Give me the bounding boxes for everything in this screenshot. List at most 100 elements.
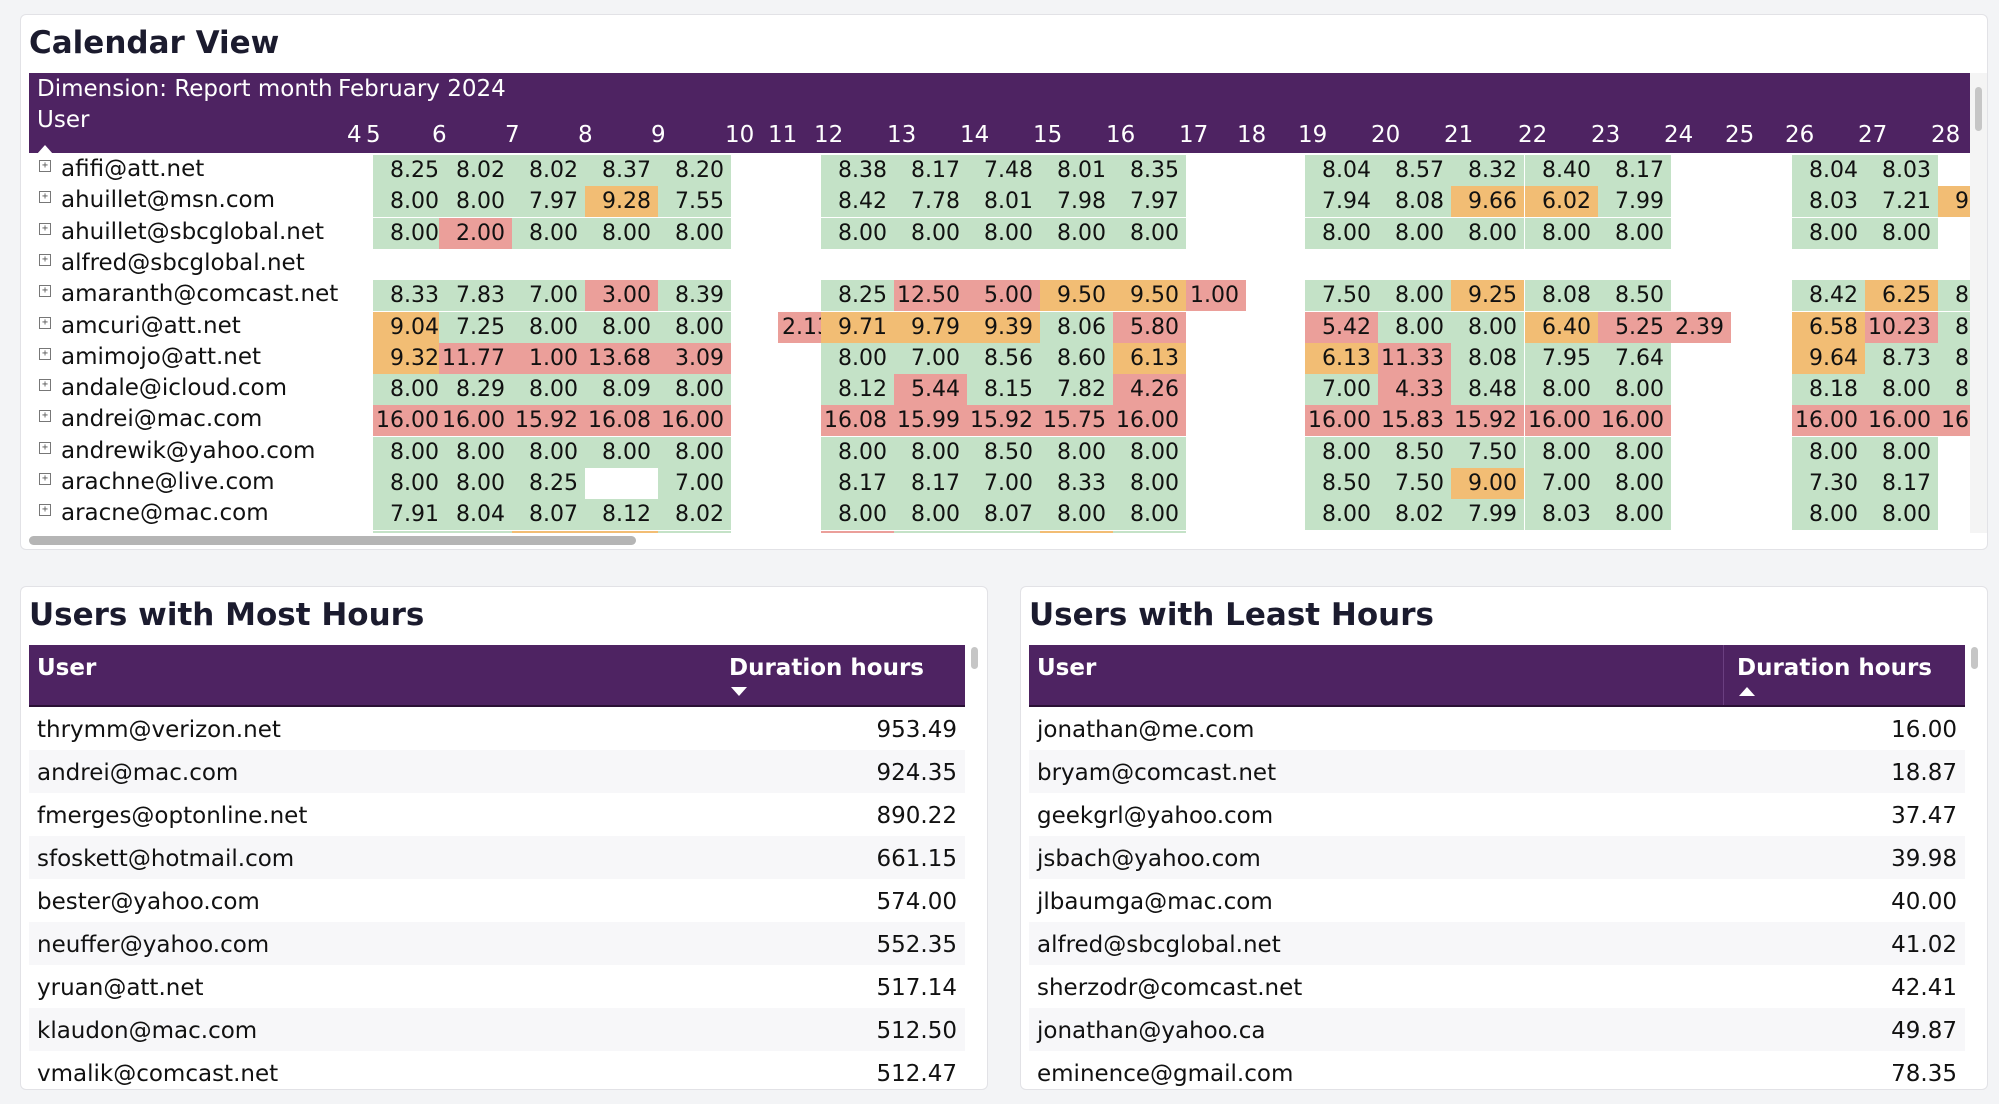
- hours-cell[interactable]: 8.00: [1305, 217, 1378, 249]
- hours-cell[interactable]: 8.07: [512, 499, 585, 531]
- scrollbar-thumb[interactable]: [1971, 647, 1978, 669]
- hours-cell[interactable]: 8.00: [373, 186, 446, 218]
- hours-cell[interactable]: 8.00: [821, 217, 894, 249]
- hours-cell[interactable]: 9.00: [1451, 468, 1524, 499]
- hours-cell[interactable]: 15.92: [1451, 405, 1524, 437]
- hours-cell[interactable]: 9.00: [1938, 186, 1970, 218]
- hours-cell[interactable]: 8.32: [1451, 155, 1524, 186]
- hours-cell[interactable]: 8.00: [1938, 311, 1970, 343]
- hours-cell[interactable]: 8.00: [821, 342, 894, 374]
- expand-icon[interactable]: +: [39, 441, 51, 454]
- hours-cell[interactable]: 8.00: [1598, 499, 1671, 531]
- hours-cell[interactable]: 7.00: [894, 342, 967, 374]
- hours-cell[interactable]: 8.00: [1525, 374, 1598, 406]
- hours-cell[interactable]: 8.00: [439, 186, 512, 218]
- hours-cell[interactable]: 7.00: [1305, 374, 1378, 406]
- hours-cell[interactable]: 9.66: [1451, 186, 1524, 218]
- hours-cell[interactable]: 8.03: [1865, 155, 1938, 186]
- sort-ascending-icon[interactable]: [1739, 687, 1755, 696]
- hours-cell[interactable]: 8.08: [1525, 280, 1598, 312]
- hours-cell[interactable]: [1040, 530, 1113, 533]
- user-column-header[interactable]: User: [37, 107, 90, 133]
- calendar-vertical-scrollbar[interactable]: [1970, 73, 1987, 533]
- hours-cell[interactable]: 8.37: [585, 155, 658, 186]
- hours-cell[interactable]: 6.25: [1865, 280, 1938, 312]
- hours-cell[interactable]: 1.00: [512, 342, 585, 374]
- expand-icon[interactable]: +: [39, 347, 51, 360]
- hours-cell[interactable]: 6.58: [1792, 311, 1865, 343]
- hours-cell[interactable]: 7.82: [1040, 374, 1113, 406]
- hours-cell[interactable]: 4.33: [1378, 374, 1451, 406]
- hours-cell[interactable]: 8.08: [1378, 186, 1451, 218]
- hours-cell[interactable]: 8.04: [1305, 155, 1378, 186]
- hours-cell[interactable]: 8.00: [585, 436, 658, 468]
- expand-icon[interactable]: +: [39, 160, 51, 172]
- hours-cell[interactable]: 7.50: [1378, 468, 1451, 499]
- hours-cell[interactable]: 7.00: [658, 468, 731, 499]
- hours-cell[interactable]: 5.42: [1305, 311, 1378, 343]
- hours-cell[interactable]: 8.48: [1451, 374, 1524, 406]
- hours-cell[interactable]: 16.08: [821, 405, 894, 437]
- user-column-header[interactable]: User: [37, 655, 97, 681]
- hours-cell[interactable]: 8.00: [894, 217, 967, 249]
- hours-cell[interactable]: 8.56: [967, 342, 1040, 374]
- hours-cell[interactable]: 8.00: [373, 436, 446, 468]
- hours-cell[interactable]: 8.33: [1040, 468, 1113, 499]
- hours-cell[interactable]: 8.00: [373, 374, 446, 406]
- hours-cell[interactable]: 9.71: [821, 311, 894, 343]
- hours-cell[interactable]: 8.04: [1792, 155, 1865, 186]
- hours-cell[interactable]: 8.33: [373, 280, 446, 312]
- hours-cell[interactable]: 16.00: [1525, 405, 1598, 437]
- hours-cell[interactable]: 8.25: [512, 468, 585, 499]
- hours-cell[interactable]: 7.30: [1792, 468, 1865, 499]
- hours-cell[interactable]: 8.00: [1451, 311, 1524, 343]
- hours-cell[interactable]: 8.00: [1865, 499, 1938, 531]
- hours-cell[interactable]: 8.00: [585, 217, 658, 249]
- hours-cell[interactable]: 8.00: [1305, 499, 1378, 531]
- hours-cell[interactable]: 7.64: [1598, 342, 1671, 374]
- hours-cell[interactable]: 8.03: [1525, 499, 1598, 531]
- hours-cell[interactable]: 8.17: [1598, 155, 1671, 186]
- expand-icon[interactable]: +: [39, 410, 51, 423]
- hours-cell[interactable]: 8.18: [1792, 374, 1865, 406]
- most-hours-scrollbar[interactable]: [967, 645, 981, 1085]
- hours-cell[interactable]: 7.48: [967, 155, 1040, 186]
- hours-cell[interactable]: 8.17: [1865, 468, 1938, 499]
- hours-cell[interactable]: 8.00: [658, 374, 731, 406]
- hours-cell[interactable]: 16.00: [1865, 405, 1938, 437]
- table-row[interactable]: sfoskett@hotmail.com 661.15: [29, 836, 965, 879]
- hours-cell[interactable]: 7.97: [512, 186, 585, 218]
- hours-cell[interactable]: 8.57: [1378, 155, 1451, 186]
- hours-cell[interactable]: 8.00: [1378, 311, 1451, 343]
- hours-cell[interactable]: 7.97: [1113, 186, 1186, 218]
- hours-cell[interactable]: 8.00: [1938, 374, 1970, 406]
- hours-cell[interactable]: 8.35: [1113, 155, 1186, 186]
- hours-cell[interactable]: 9.28: [585, 186, 658, 218]
- hours-cell[interactable]: 8.42: [821, 186, 894, 218]
- hours-cell[interactable]: 8.00: [894, 436, 967, 468]
- table-row[interactable]: jlbaumga@mac.com 40.00: [1029, 879, 1965, 922]
- hours-cell[interactable]: 9.25: [1451, 280, 1524, 312]
- hours-cell[interactable]: 8.00: [658, 311, 731, 343]
- hours-cell[interactable]: 8.03: [1792, 186, 1865, 218]
- hours-cell[interactable]: 6.40: [1525, 311, 1598, 343]
- hours-cell[interactable]: 8.00: [1040, 436, 1113, 468]
- hours-cell[interactable]: 3.09: [658, 342, 731, 374]
- hours-cell[interactable]: 8.60: [1040, 342, 1113, 374]
- hours-cell[interactable]: [967, 530, 1040, 533]
- hours-cell[interactable]: 8.02: [1378, 499, 1451, 531]
- calendar-horizontal-scrollbar[interactable]: [29, 533, 1970, 546]
- hours-cell[interactable]: 7.21: [1865, 186, 1938, 218]
- hours-cell[interactable]: 8.38: [821, 155, 894, 186]
- hours-cell[interactable]: 7.94: [1305, 186, 1378, 218]
- hours-cell[interactable]: 8.29: [439, 374, 512, 406]
- hours-cell[interactable]: [439, 530, 512, 533]
- duration-column-header[interactable]: Duration hours: [729, 655, 924, 681]
- hours-cell[interactable]: 8.50: [967, 436, 1040, 468]
- hours-cell[interactable]: 8.50: [1378, 436, 1451, 468]
- table-row[interactable]: yruan@att.net 517.14: [29, 965, 965, 1008]
- hours-cell[interactable]: 8.00: [658, 436, 731, 468]
- table-row[interactable]: jonathan@me.com 16.00: [1029, 707, 1965, 750]
- hours-cell[interactable]: 16.00: [1598, 405, 1671, 437]
- hours-cell[interactable]: 7.25: [439, 311, 512, 343]
